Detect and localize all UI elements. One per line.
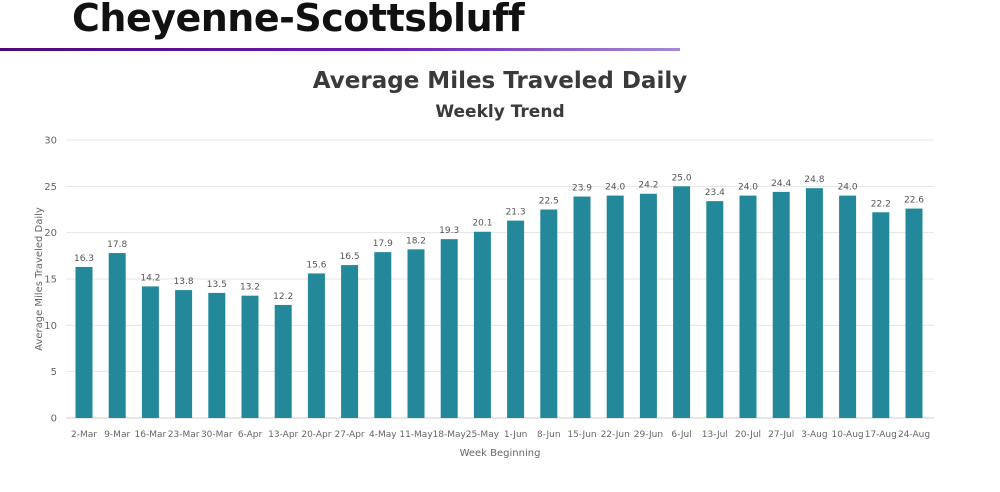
x-tick-label: 25-May	[466, 430, 500, 440]
data-label: 22.6	[904, 196, 924, 206]
data-label: 13.2	[240, 283, 260, 293]
y-axis-ticks: 0 5 10 15 20 25 30	[44, 136, 57, 425]
data-label: 24.4	[771, 179, 791, 189]
data-label: 23.4	[705, 188, 725, 198]
bar	[739, 195, 757, 418]
data-label: 24.0	[605, 183, 625, 193]
data-label: 24.0	[738, 183, 758, 193]
data-label: 24.0	[838, 183, 858, 193]
x-axis-title: Week Beginning	[460, 448, 541, 459]
bar	[208, 292, 226, 418]
y-tick-label: 5	[51, 367, 57, 378]
x-tick-label: 17-Aug	[865, 430, 897, 440]
x-tick-label: 6-Apr	[238, 430, 263, 440]
x-tick-label: 9-Mar	[104, 430, 130, 440]
data-label: 22.5	[539, 197, 559, 207]
y-tick-label: 15	[44, 275, 57, 286]
data-label: 14.2	[140, 273, 160, 283]
data-label: 23.9	[572, 184, 592, 194]
x-tick-label: 29-Jun	[634, 430, 663, 440]
x-tick-label: 11-May	[399, 430, 433, 440]
y-tick-label: 25	[44, 182, 57, 193]
bar	[772, 191, 790, 418]
x-axis-ticks: 2-Mar 9-Mar 16-Mar 23-Mar 30-Mar 6-Apr 13-Apr 2…	[71, 430, 930, 440]
data-label: 24.2	[638, 181, 658, 191]
y-tick-label: 0	[51, 414, 57, 425]
x-tick-label: 22-Jun	[601, 430, 630, 440]
chart-subtitle: Weekly Trend	[435, 102, 565, 122]
bar	[639, 193, 657, 418]
x-tick-label: 8-Jun	[537, 430, 561, 440]
data-label: 18.2	[406, 236, 426, 246]
x-tick-label: 30-Mar	[201, 430, 233, 440]
x-tick-label: 23-Mar	[168, 430, 200, 440]
bar	[805, 188, 823, 418]
x-tick-label: 18-May	[433, 430, 467, 440]
x-tick-label: 3-Aug	[801, 430, 827, 440]
y-tick-label: 20	[44, 228, 57, 239]
bar	[606, 195, 624, 418]
bar	[839, 195, 857, 418]
bar	[108, 253, 126, 418]
data-label: 15.6	[306, 260, 326, 270]
bar	[573, 196, 591, 418]
bar	[673, 186, 691, 418]
bar	[872, 212, 890, 418]
x-tick-label: 20-Apr	[301, 430, 331, 440]
data-label: 22.2	[871, 199, 891, 209]
x-tick-label: 10-Aug	[832, 430, 864, 440]
data-label: 25.0	[672, 173, 692, 183]
data-label: 24.8	[804, 175, 824, 185]
x-tick-label: 6-Jul	[671, 430, 691, 440]
x-tick-label: 27-Apr	[335, 430, 365, 440]
data-label: 16.5	[340, 252, 360, 262]
bar	[540, 209, 558, 418]
x-tick-label: 15-Jun	[567, 430, 596, 440]
page-title: Cheyenne-Scottsbluff	[72, 0, 525, 40]
bar	[374, 252, 392, 418]
data-label: 19.3	[439, 226, 459, 236]
data-label: 17.8	[107, 240, 127, 250]
bar	[241, 295, 259, 418]
bar	[307, 273, 325, 418]
data-label: 17.9	[373, 239, 393, 249]
y-axis-title: Average Miles Traveled Daily	[34, 207, 45, 351]
x-tick-label: 24-Aug	[898, 430, 930, 440]
data-label: 13.5	[207, 280, 227, 290]
bar	[407, 249, 425, 418]
data-label: 20.1	[472, 219, 492, 229]
bar	[507, 220, 525, 418]
x-tick-label: 20-Jul	[735, 430, 761, 440]
bar	[141, 286, 159, 418]
bar	[75, 266, 93, 418]
data-label: 21.3	[506, 208, 526, 218]
x-tick-label: 1-Jun	[504, 430, 528, 440]
y-tick-label: 30	[44, 136, 57, 147]
chart-title: Average Miles Traveled Daily	[312, 68, 688, 94]
y-tick-label: 10	[44, 321, 57, 332]
data-label: 16.3	[74, 254, 94, 264]
x-tick-label: 2-Mar	[71, 430, 97, 440]
bar	[706, 201, 724, 418]
bar	[274, 304, 292, 418]
data-label: 13.8	[174, 277, 194, 287]
bar	[341, 265, 359, 418]
x-tick-label: 16-Mar	[135, 430, 167, 440]
header-divider	[0, 48, 680, 51]
bar	[175, 290, 193, 418]
data-label: 12.2	[273, 292, 293, 302]
x-tick-label: 13-Apr	[268, 430, 298, 440]
bars	[75, 186, 923, 418]
bar	[440, 239, 458, 418]
bar	[905, 208, 923, 418]
x-tick-label: 13-Jul	[702, 430, 728, 440]
bar	[473, 231, 491, 418]
data-labels: 16.3 17.8 14.2 13.8 13.5 13.2 12.2 15.6 16.5 17.9…	[74, 173, 924, 302]
x-tick-label: 27-Jul	[768, 430, 794, 440]
x-tick-label: 4-May	[369, 430, 397, 440]
